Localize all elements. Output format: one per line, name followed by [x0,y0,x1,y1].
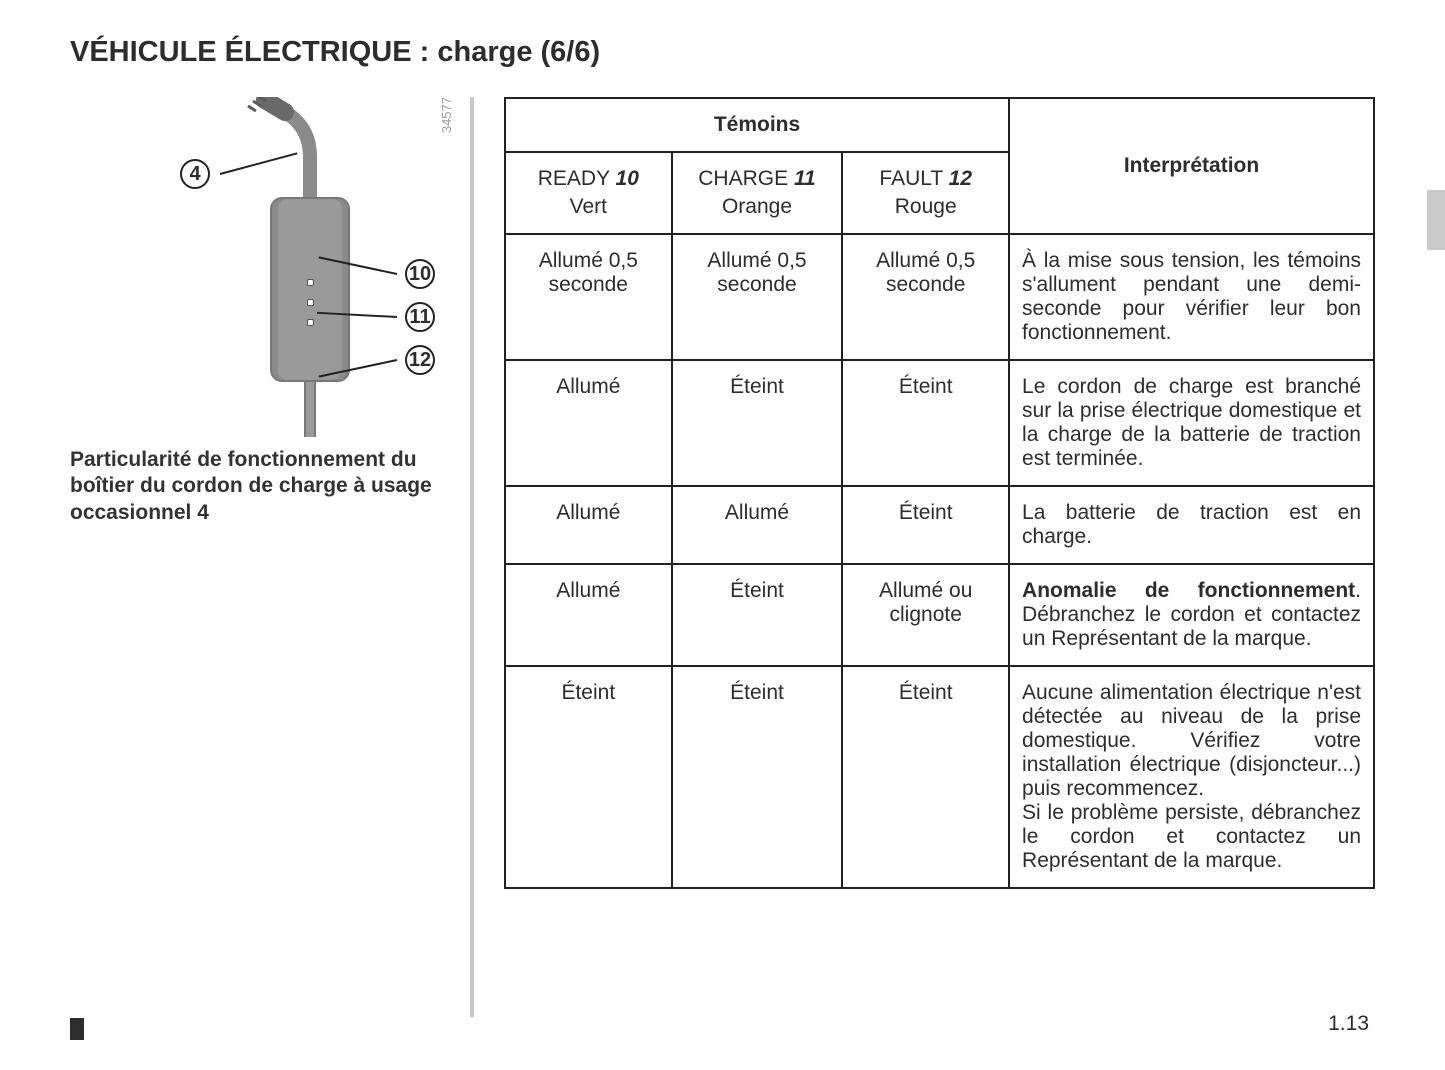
subheader-name: FAULT [879,167,948,190]
footer-mark-icon [70,1018,84,1040]
manual-page: VÉHICULE ÉLECTRIQUE : charge (6/6) 34577 [0,0,1445,1070]
column-divider-icon [470,97,474,1017]
interpretation-cell: Aucune alimentation électrique n'est dét… [1009,666,1374,888]
indicator-cell: Allumé 0,5 seconde [672,234,843,360]
table-header-row: Témoins Interprétation [505,98,1374,152]
led-indicator-icon [307,319,314,326]
figure-caption: Particularité de fonctionnement du boîti… [70,447,450,526]
interpretation-cell: La batterie de traction est en charge. [1009,486,1374,564]
callout-line-icon [319,256,398,275]
page-content: 34577 4 10 [70,97,1375,1017]
callout-12: 12 [317,345,435,375]
indicator-cell: Éteint [842,666,1009,888]
callout-number: 11 [405,302,435,332]
thumb-index-tab-icon [1427,190,1445,250]
callout-number: 4 [180,159,210,189]
subheader-color: Vert [518,195,659,219]
callout-number: 10 [405,259,435,289]
indicator-cell: Allumé [505,486,672,564]
indicator-cell: Allumé 0,5 seconde [505,234,672,360]
interpretation-header: Interprétation [1009,98,1374,234]
indicator-cell: Allumé [505,564,672,666]
figure-column: 34577 4 10 [70,97,450,526]
table-row: AlluméÉteintÉteintLe cordon de charge es… [505,360,1374,486]
indicator-cell: Éteint [672,360,843,486]
table-column: Témoins Interprétation READY 10 Vert CHARG… [504,97,1375,889]
page-title: VÉHICULE ÉLECTRIQUE : charge (6/6) [70,36,1375,69]
page-number: 1.13 [1328,1012,1369,1036]
column-subheader: CHARGE 11 Orange [672,152,843,234]
column-subheader: READY 10 Vert [505,152,672,234]
interpretation-cell: Le cordon de charge est branché sur la p… [1009,360,1374,486]
subheader-number: 12 [949,167,972,190]
charger-figure: 34577 4 10 [70,97,450,437]
indicator-cell: Allumé [672,486,843,564]
subheader-name: READY [538,167,616,190]
column-subheader: FAULT 12 Rouge [842,152,1009,234]
subheader-number: 10 [616,167,639,190]
indicator-cell: Éteint [672,564,843,666]
indicator-cell: Éteint [505,666,672,888]
table-row: ÉteintÉteintÉteintAucune alimentation él… [505,666,1374,888]
led-indicator-icon [307,279,314,286]
indicator-cell: Allumé 0,5 seconde [842,234,1009,360]
callout-number: 12 [405,345,435,375]
table-row: Allumé 0,5 secondeAllumé 0,5 secondeAllu… [505,234,1374,360]
indicator-cell: Éteint [842,360,1009,486]
subheader-color: Rouge [855,195,996,219]
charger-lower-cord-icon [304,382,316,437]
callout-10: 10 [317,259,435,289]
indicator-cell: Éteint [842,486,1009,564]
callout-11: 11 [317,302,435,332]
callout-line-icon [319,359,398,378]
table-row: AlluméÉteintAllumé ou clignoteAnomalie d… [505,564,1374,666]
indicator-cell: Allumé ou clignote [842,564,1009,666]
group-header: Témoins [505,98,1009,152]
subheader-number: 11 [794,167,816,190]
subheader-color: Orange [685,195,830,219]
interpretation-cell: À la mise sous tension, les témoins s'al… [1009,234,1374,360]
indicator-table: Témoins Interprétation READY 10 Vert CHARG… [504,97,1375,889]
subheader-name: CHARGE [698,167,794,190]
interpretation-cell: Anomalie de fonctionnement. Débranchez l… [1009,564,1374,666]
table-row: AlluméAlluméÉteintLa batterie de tractio… [505,486,1374,564]
indicator-cell: Éteint [672,666,843,888]
callout-line-icon [317,312,397,318]
indicator-cell: Allumé [505,360,672,486]
callout-4: 4 [180,159,300,189]
led-indicator-icon [307,299,314,306]
